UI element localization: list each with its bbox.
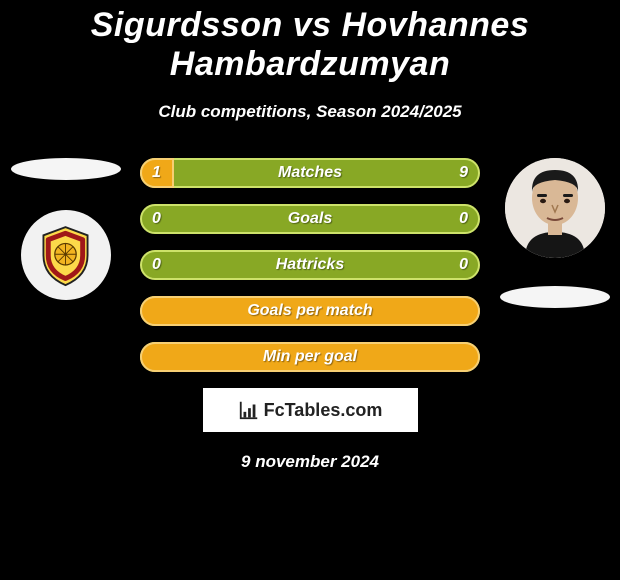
stat-label: Min per goal — [140, 342, 480, 372]
stat-label: Goals per match — [140, 296, 480, 326]
comparison-card: Sigurdsson vs Hovhannes Hambardzumyan Cl… — [0, 0, 620, 472]
stat-row: 00Hattricks — [140, 250, 480, 280]
subtitle: Club competitions, Season 2024/2025 — [0, 102, 620, 122]
stat-row: 19Matches — [140, 158, 480, 188]
stat-row: Min per goal — [140, 342, 480, 372]
right-player-photo — [505, 158, 605, 258]
watermark: FcTables.com — [203, 388, 418, 432]
right-player-column — [497, 158, 612, 308]
stat-row: 00Goals — [140, 204, 480, 234]
stat-label: Matches — [140, 158, 480, 188]
stats-area: 19Matches 00Goals 00Hattricks Goals per mat… — [0, 158, 620, 372]
date-line: 9 november 2024 — [0, 452, 620, 472]
left-team-badge — [21, 210, 111, 300]
bar-chart-icon — [238, 399, 260, 421]
stat-bars: 19Matches 00Goals 00Hattricks Goals per mat… — [140, 158, 480, 372]
avatar-icon — [505, 158, 605, 258]
left-player-column — [8, 158, 123, 300]
right-team-badge-placeholder — [500, 286, 610, 308]
page-title: Sigurdsson vs Hovhannes Hambardzumyan — [0, 0, 620, 84]
watermark-text: FcTables.com — [264, 400, 383, 421]
stat-label: Goals — [140, 204, 480, 234]
stat-row: Goals per match — [140, 296, 480, 326]
shield-icon — [34, 224, 97, 287]
stat-label: Hattricks — [140, 250, 480, 280]
left-player-photo-placeholder — [11, 158, 121, 180]
